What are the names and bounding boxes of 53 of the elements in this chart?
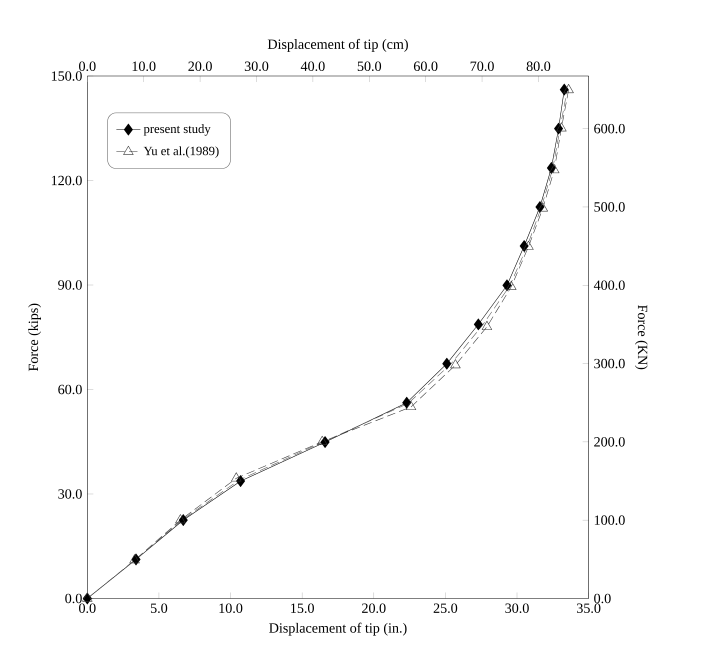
point [556, 122, 567, 132]
y-tick-label: 0.0 [65, 594, 82, 604]
y-tick-label: 90.0 [58, 280, 82, 290]
y2-tick-label: 400.0 [594, 280, 625, 290]
point [538, 202, 548, 212]
x-tick-label: 10.0 [219, 604, 242, 614]
point [523, 240, 534, 250]
legend-label: Yu et al.(1989) [144, 146, 219, 158]
x-tick-label: 35.0 [576, 604, 600, 614]
x-tick-label: 15.0 [291, 604, 314, 614]
x-tick-label: 20.0 [362, 604, 386, 614]
y2-tick-label: 300.0 [594, 358, 625, 368]
y-tick-label: 30.0 [58, 489, 82, 499]
y-tick-label: 150.0 [52, 71, 82, 81]
point [549, 164, 560, 174]
point [317, 436, 328, 445]
y2-tick-label: 200.0 [594, 437, 625, 447]
x2-tick-label: 30.0 [244, 62, 268, 72]
point [563, 84, 574, 94]
x2-tick-label: 40.0 [300, 62, 325, 72]
point [82, 592, 92, 602]
x-tick-label: 0.0 [79, 604, 96, 614]
point [506, 280, 516, 290]
x2-tick-label: 50.0 [358, 62, 382, 72]
x2-tick-label: 80.0 [526, 62, 550, 72]
y2-tick-label: 600.0 [594, 124, 625, 134]
point [402, 396, 412, 409]
point [442, 358, 452, 370]
y2-tick-label: 100.0 [594, 515, 625, 526]
point [474, 318, 483, 330]
x2-tick-label: 20.0 [188, 62, 212, 72]
x2-tick-label: 60.0 [414, 62, 438, 72]
x-tick-label: 30.0 [505, 604, 529, 614]
point [406, 401, 416, 410]
x-axis-title: Displacement of tip (in.) [269, 622, 407, 636]
y-axis-title: Force (kips) [28, 304, 41, 372]
point [231, 472, 242, 482]
x-tick-label: 5.0 [150, 604, 168, 614]
x-tick-label: 25.0 [434, 604, 458, 614]
y2-axis-title: Force (KN) [634, 305, 648, 370]
point [175, 514, 186, 524]
y-tick-label: 120.0 [52, 176, 82, 186]
point [129, 554, 140, 564]
y-tick-label: 60.0 [58, 384, 82, 394]
point [450, 359, 461, 368]
x2-axis-title: Displacement of tip (cm) [268, 38, 408, 52]
y2-tick-label: 0.0 [594, 594, 611, 604]
x2-tick-label: 0.0 [79, 62, 96, 72]
y2-tick-label: 500.0 [594, 202, 625, 212]
x2-tick-label: 70.0 [470, 62, 494, 72]
x2-tick-label: 10.0 [132, 62, 156, 72]
point [482, 320, 492, 330]
legend-label: present study [144, 124, 211, 136]
